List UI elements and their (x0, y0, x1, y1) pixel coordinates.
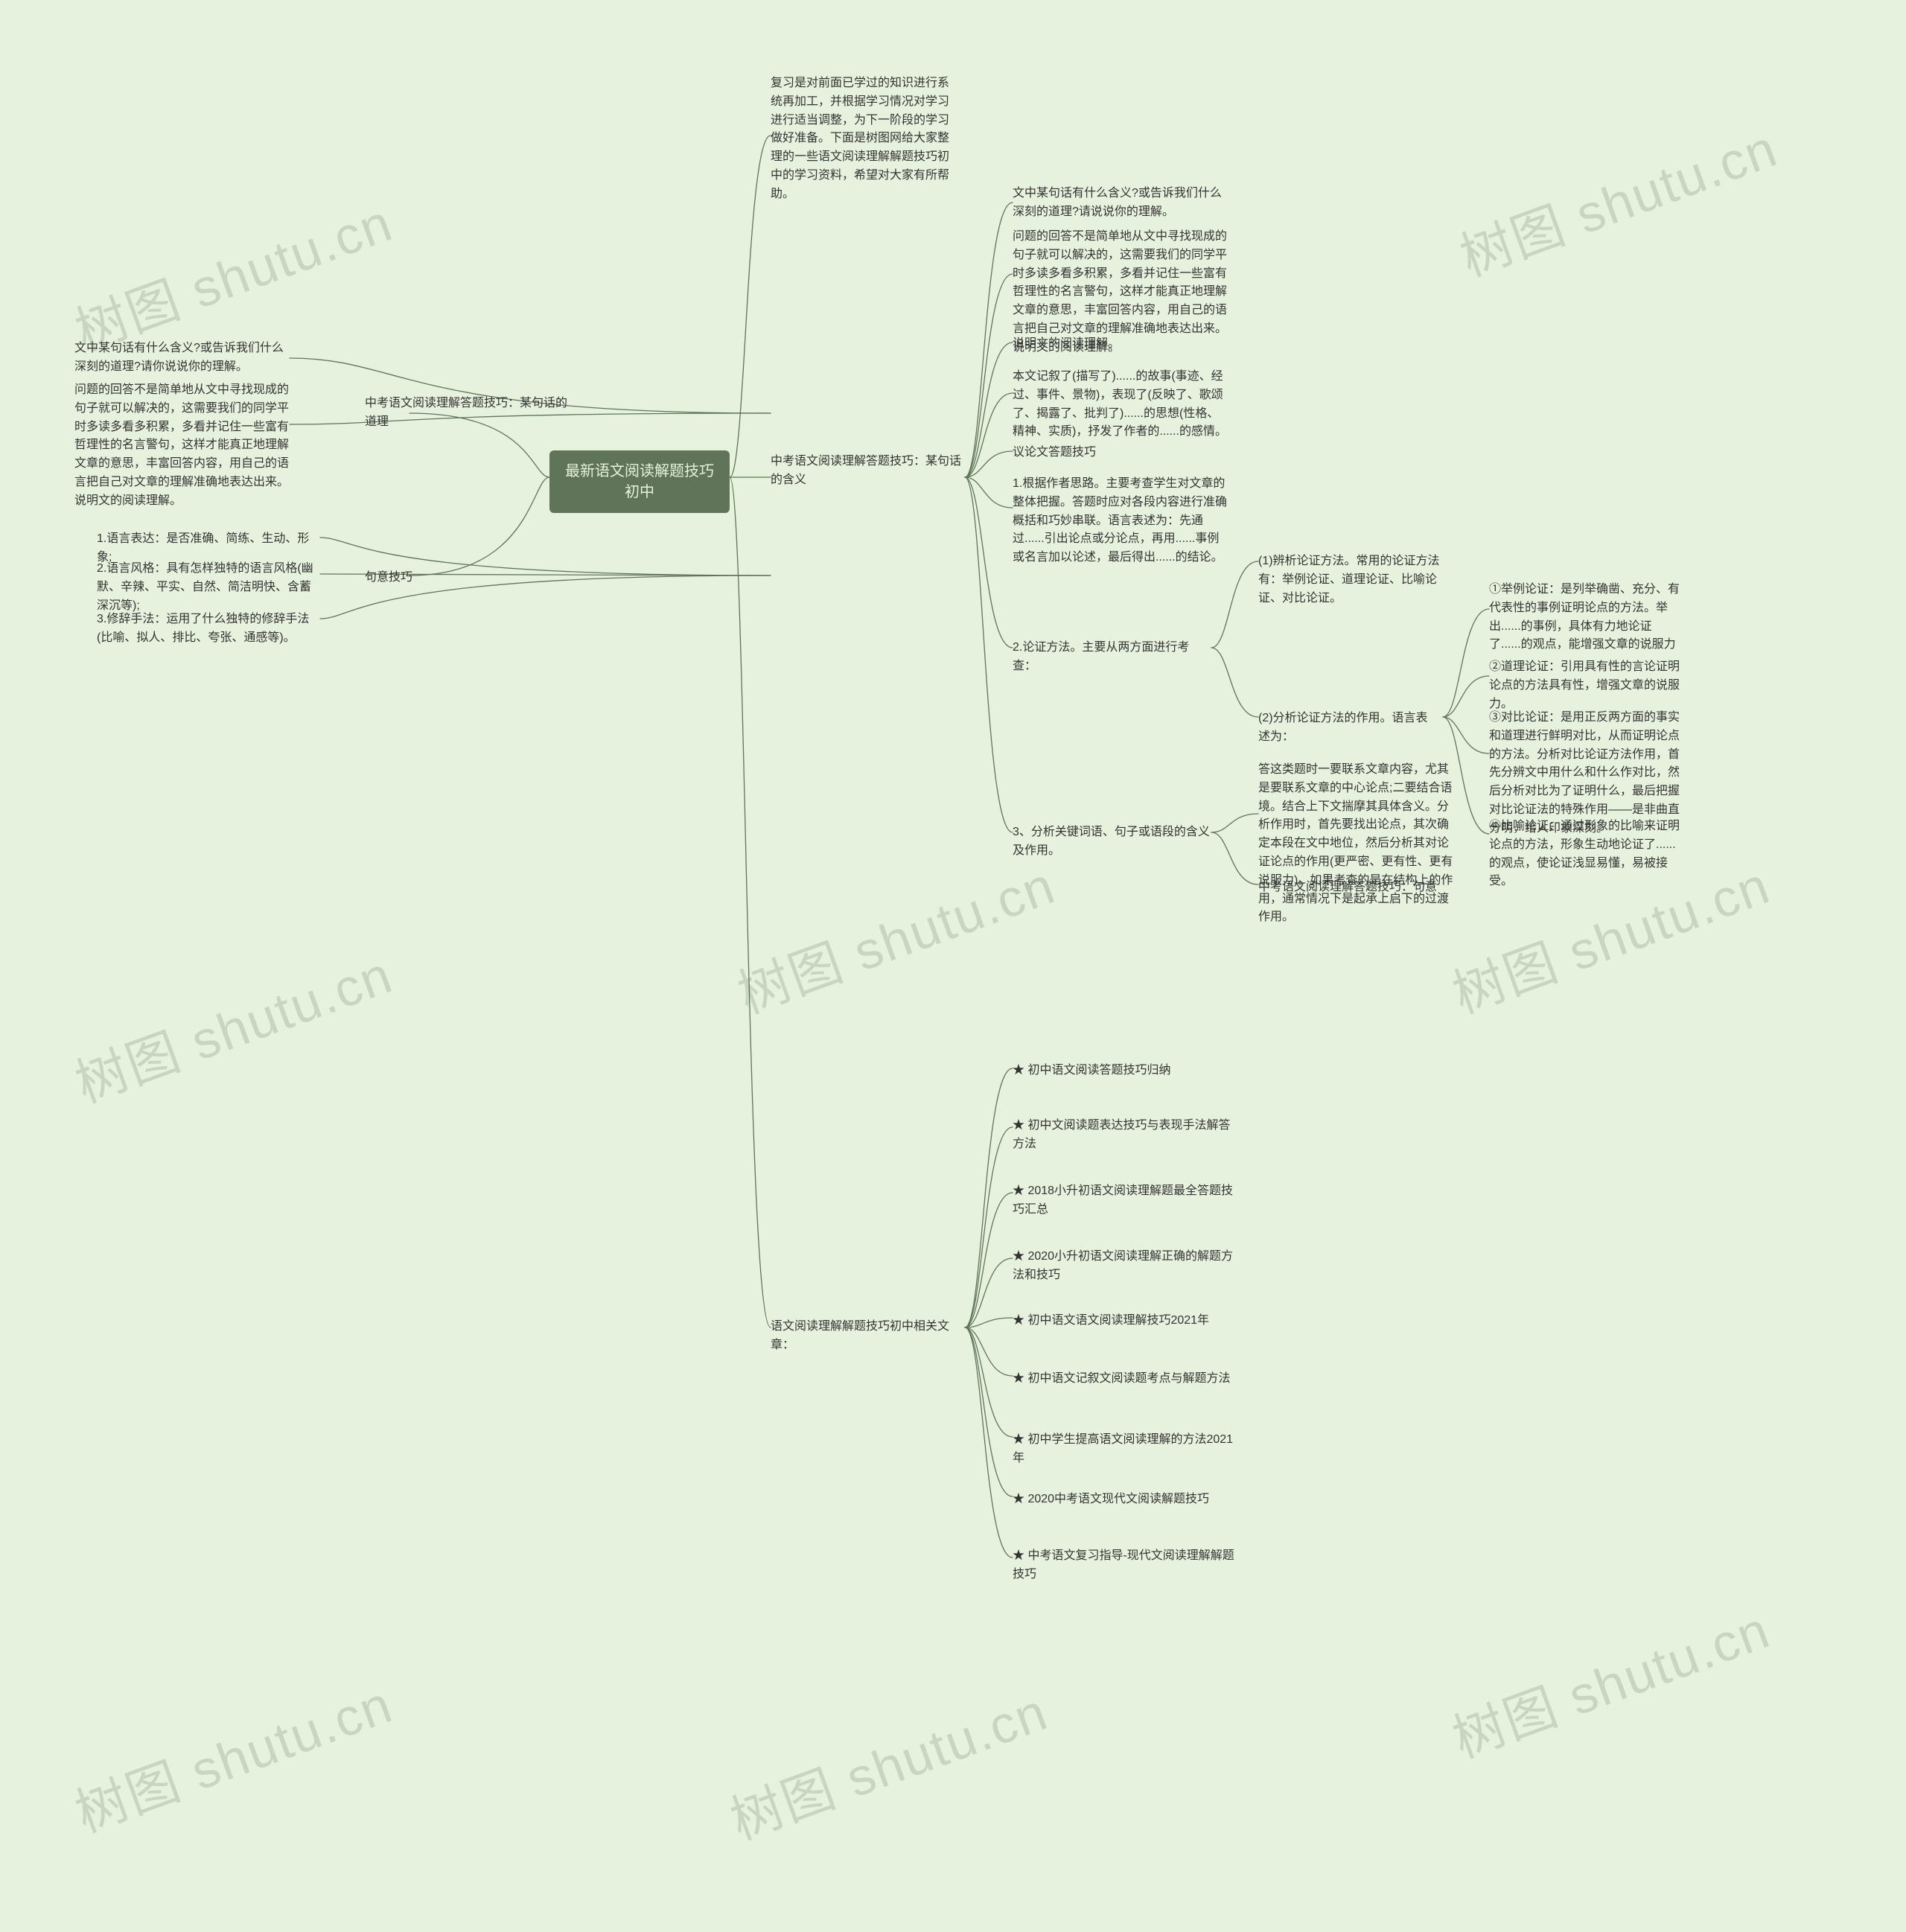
mindmap-node: ★ 初中语文阅读答题技巧归纳 (1013, 1062, 1236, 1080)
mindmap-root: 最新语文阅读解题技巧初中 (549, 450, 730, 513)
mindmap-node: 1.根据作者思路。主要考查学生对文章的整体把握。答题时应对各段内容进行准确概括和… (1013, 475, 1228, 567)
mindmap-node: 问题的回答不是简单地从文中寻找现成的句子就可以解决的，这需要我们的同学平时多读多… (74, 381, 290, 511)
mindmap-node: ★ 中考语文复习指导-现代文阅读理解解题技巧 (1013, 1547, 1236, 1584)
mindmap-node: 2.语言风格：具有怎样独特的语言风格(幽默、辛辣、平实、自然、简洁明快、含蓄深沉… (97, 560, 320, 615)
mindmap-node: 文中某句话有什么含义?或告诉我们什么深刻的道理?请说说你的理解。 (1013, 185, 1228, 222)
mindmap-node: ②道理论证：引用具有性的言论证明论点的方法具有性，增强文章的说服力。 (1489, 658, 1683, 713)
mindmap-node: ★ 初中语文记叙文阅读题考点与解题方法 (1013, 1370, 1236, 1389)
watermark: 树图 shutu.cn (1448, 107, 1786, 291)
mindmap-node: ★ 2020中考语文现代文阅读解题技巧 (1013, 1491, 1236, 1509)
mindmap-node: 2.论证方法。主要从两方面进行考查： (1013, 639, 1210, 676)
mindmap-node: ★ 初中学生提高语文阅读理解的方法2021年 (1013, 1431, 1236, 1468)
watermark: 树图 shutu.cn (63, 934, 401, 1118)
mindmap-node: 语文阅读理解解题技巧初中相关文章： (771, 1318, 964, 1355)
mindmap-node: ★ 2018小升初语文阅读理解题最全答题技巧汇总 (1013, 1182, 1236, 1220)
mindmap-node: 说明文的阅读理解。 (1013, 335, 1228, 354)
watermark: 树图 shutu.cn (1441, 1589, 1779, 1773)
watermark: 树图 shutu.cn (63, 1663, 401, 1847)
watermark: 树图 shutu.cn (726, 844, 1064, 1028)
mindmap-node: 句意技巧 (365, 569, 424, 587)
mindmap-node: 中考语文阅读理解答题技巧：某句话的含义 (771, 453, 964, 490)
mindmap-node: ★ 初中语文语文阅读理解技巧2021年 (1013, 1312, 1236, 1330)
mindmap-node: (2)分析论证方法的作用。语言表述为： (1258, 710, 1437, 747)
watermark: 树图 shutu.cn (63, 182, 401, 366)
mindmap-node: 中考语文阅读理解答题技巧：句意 (1258, 879, 1455, 897)
mindmap-node: ★ 初中文阅读题表达技巧与表现手法解答方法 (1013, 1117, 1236, 1154)
mindmap-node: 复习是对前面已学过的知识进行系统再加工，并根据学习情况对学习进行适当调整，为下一… (771, 74, 957, 204)
mindmap-node: 3.修辞手法：运用了什么独特的修辞手法(比喻、拟人、排比、夸张、通感等)。 (97, 610, 320, 648)
mindmap-node: 答这类题时一要联系文章内容，尤其是要联系文章的中心论点;二要结合语境。结合上下文… (1258, 761, 1455, 927)
mindmap-node: 中考语文阅读理解答题技巧：某句话的道理 (365, 395, 573, 432)
mindmap-node: 议论文答题技巧 (1013, 444, 1228, 462)
mindmap-node: ①举例论证：是列举确凿、充分、有代表性的事例证明论点的方法。举出......的事… (1489, 581, 1683, 654)
mindmap-node: 本文记叙了(描写了)......的故事(事迹、经过、事件、景物)，表现了(反映了… (1013, 368, 1228, 441)
watermark: 树图 shutu.cn (718, 1671, 1056, 1855)
mindmap-node: (1)辨析论证方法。常用的论证方法有：举例论证、道理论证、比喻论证、对比论证。 (1258, 552, 1456, 608)
mindmap-node: ★ 2020小升初语文阅读理解正确的解题方法和技巧 (1013, 1248, 1236, 1285)
